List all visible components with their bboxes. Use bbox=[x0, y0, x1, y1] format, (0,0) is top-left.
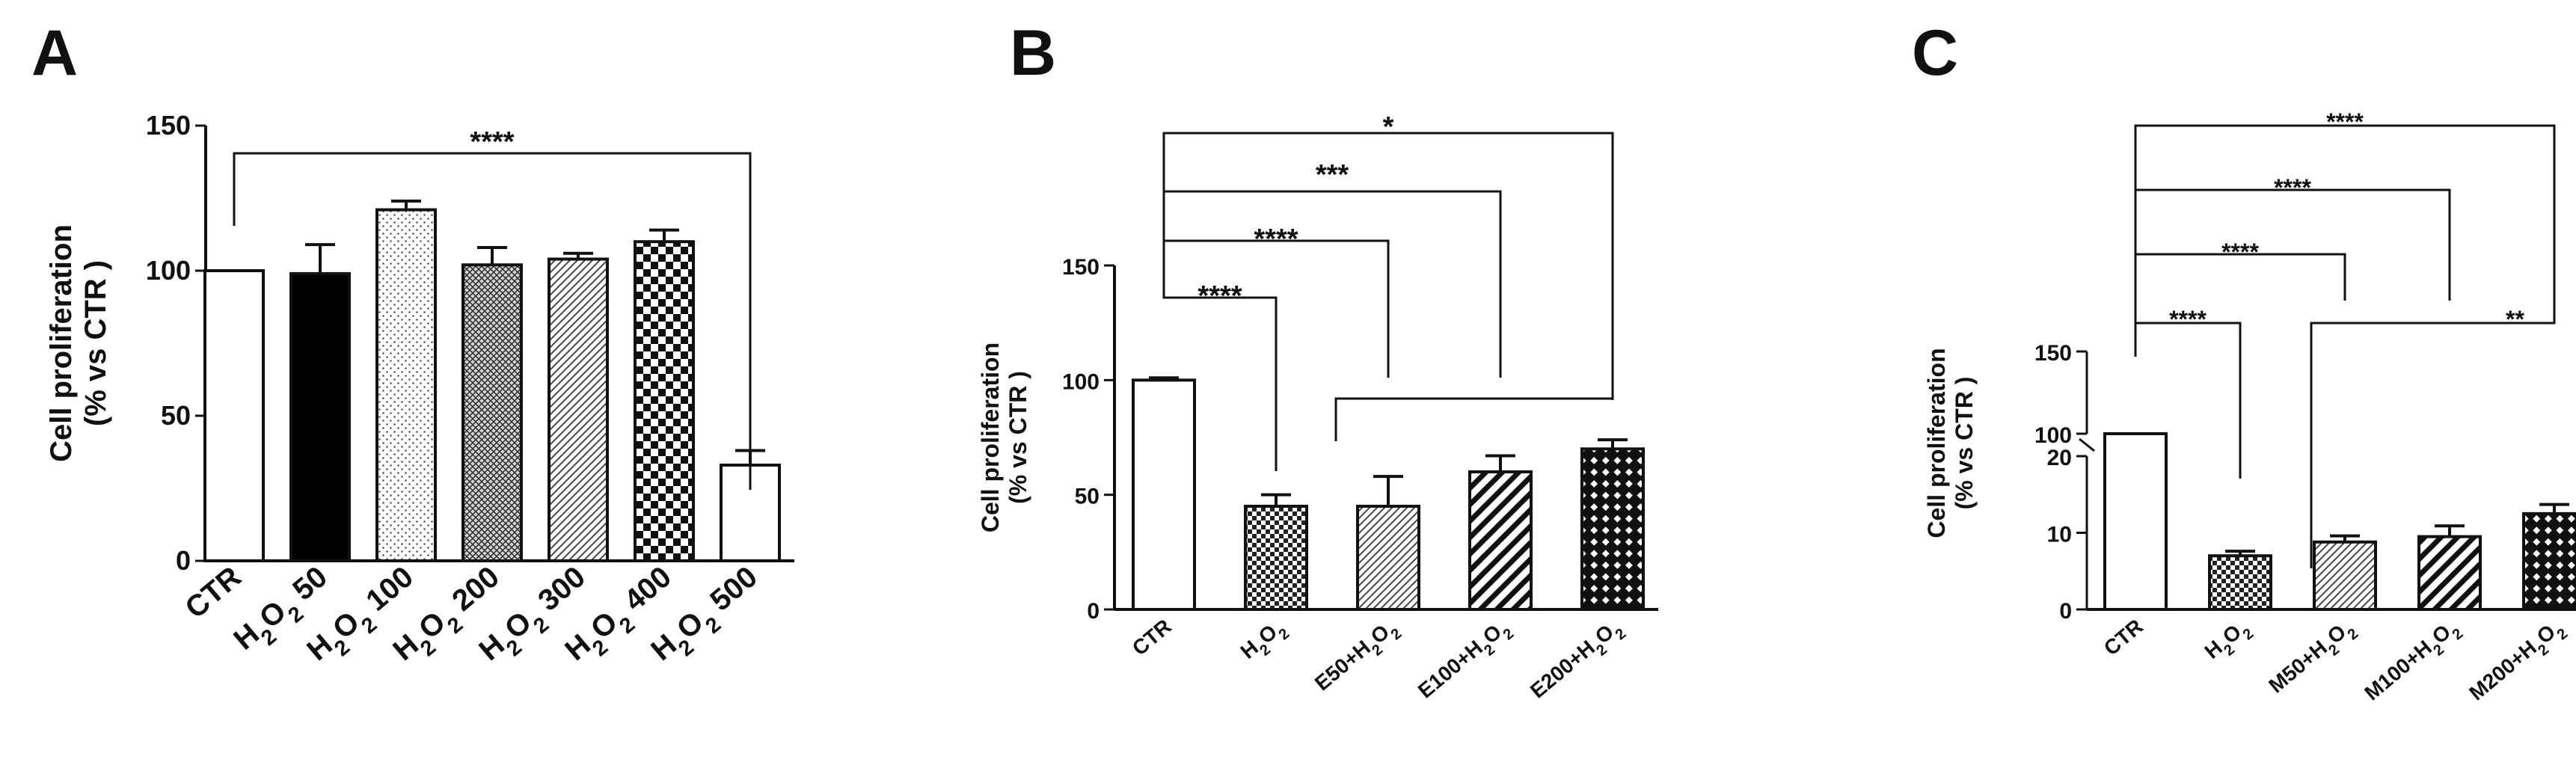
y-tick-label: 150 bbox=[2034, 341, 2072, 366]
bar-m100-h2o2 bbox=[2417, 535, 2482, 611]
x-tick-label-m100-h2o2: M100+H2O2 bbox=[2360, 615, 2466, 710]
y-tick-label: 150 bbox=[146, 110, 191, 141]
bar-e200-h2o2 bbox=[1580, 447, 1645, 611]
x-tick-label-e100-h2o2: E100+H2O2 bbox=[1414, 615, 1517, 708]
x-tick-label-ctr: CTR bbox=[1128, 615, 1176, 660]
bar-m200-h2o2 bbox=[2522, 511, 2576, 611]
y-tick-label: 0 bbox=[1087, 599, 1100, 624]
significance-label: **** bbox=[2326, 108, 2364, 135]
significance-label: * bbox=[1383, 111, 1394, 143]
bar-h2o2-400 bbox=[634, 240, 695, 562]
significance-label: **** bbox=[470, 126, 514, 158]
y-tick-label: 150 bbox=[1062, 255, 1100, 280]
significance-label: **** bbox=[1197, 280, 1242, 312]
bar-ctr bbox=[203, 269, 265, 562]
bar-m50-h2o2 bbox=[2313, 540, 2377, 611]
panel-letter-a: A bbox=[31, 17, 78, 89]
significance-label: *** bbox=[1316, 159, 1349, 191]
bar-h2o2-200 bbox=[461, 263, 523, 562]
significance-label: ** bbox=[2506, 306, 2524, 333]
significance-bracket bbox=[1162, 256, 1278, 471]
bar-e100-h2o2 bbox=[1468, 470, 1533, 611]
significance-label: **** bbox=[2221, 239, 2259, 265]
x-tick-label-m200-h2o2: M200+H2O2 bbox=[2465, 615, 2571, 710]
significance-bracket bbox=[1162, 132, 1614, 400]
significance-label: **** bbox=[2274, 174, 2311, 201]
panel-letter-b: B bbox=[1010, 17, 1056, 89]
significance-bracket bbox=[233, 152, 752, 490]
y-tick-label: 0 bbox=[176, 545, 191, 576]
y-axis-label: Cell proliferation(% vs CTR ) bbox=[45, 224, 112, 462]
bar-ctr bbox=[2103, 432, 2168, 611]
y-tick-label: 50 bbox=[161, 400, 191, 431]
panel-letter-c: C bbox=[1912, 17, 1958, 89]
bar-h2o2-50 bbox=[289, 271, 351, 562]
y-axis-label: Cell proliferation(% vs CTR ) bbox=[1923, 348, 1978, 538]
bar-h2o2-100 bbox=[375, 208, 437, 562]
x-tick-label-e50-h2o2: E50+H2O2 bbox=[1310, 615, 1405, 701]
y-tick-label: 50 bbox=[1075, 485, 1100, 509]
y-tick-label: 100 bbox=[146, 255, 191, 286]
x-tick-label-ctr: CTR bbox=[2100, 615, 2147, 660]
y-axis-label: Cell proliferation(% vs CTR ) bbox=[977, 342, 1031, 532]
y-tick-label: 100 bbox=[1062, 369, 1100, 394]
x-tick-label-h2o2: H2O2 bbox=[2201, 615, 2257, 669]
significance-bracket bbox=[2134, 124, 2556, 357]
significance-label: **** bbox=[1254, 224, 1298, 255]
bar-ctr bbox=[1132, 378, 1196, 611]
y-tick-label: 0 bbox=[2059, 599, 2072, 624]
significance-bracket bbox=[1334, 397, 1614, 441]
bar-h2o2-300 bbox=[548, 257, 609, 562]
axis-break-mark bbox=[2079, 437, 2095, 452]
x-tick-label-h2o2: H2O2 bbox=[1236, 615, 1293, 669]
significance-label: **** bbox=[2169, 306, 2207, 333]
y-tick-label: 20 bbox=[2047, 446, 2072, 470]
significance-bracket bbox=[2310, 301, 2556, 568]
bar-h2o2 bbox=[2208, 554, 2272, 611]
chart-panel-b: 0 50 100 150 Cell proliferation(% vs CTR ) CT… bbox=[977, 111, 1658, 708]
y-tick-label: 100 bbox=[2034, 423, 2072, 448]
x-tick-label-e200-h2o2: E200+H2O2 bbox=[1526, 615, 1629, 708]
bar-h2o2 bbox=[1244, 505, 1308, 611]
bar-e50-h2o2 bbox=[1356, 505, 1420, 611]
x-tick-label-m50-h2o2: M50+H2O2 bbox=[2264, 615, 2361, 703]
y-tick-label: 10 bbox=[2047, 523, 2072, 547]
